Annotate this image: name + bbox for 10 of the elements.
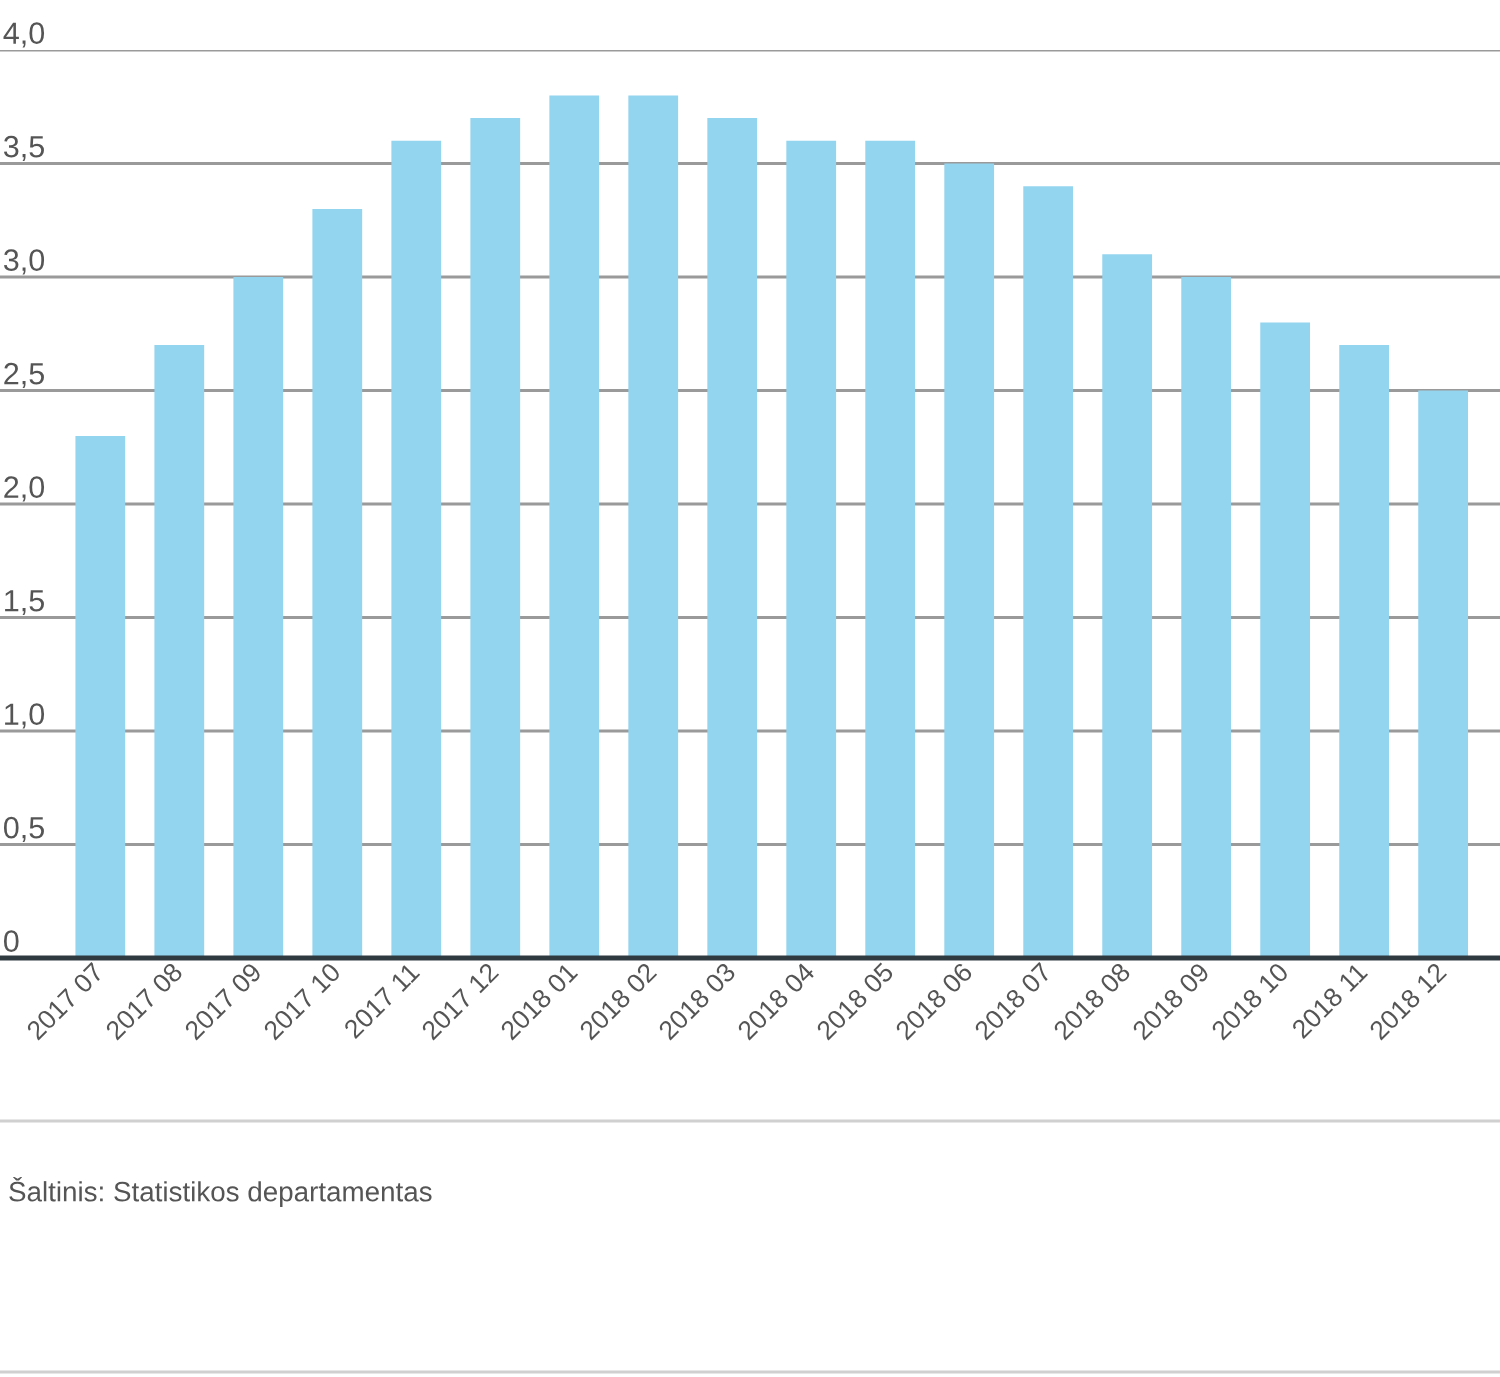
y-tick-label: 3,0 bbox=[3, 249, 45, 275]
y-tick-label: 0,5 bbox=[3, 816, 44, 843]
y-tick-label: 2,0 bbox=[4, 476, 45, 502]
y-tick-label: 1,0 bbox=[5, 703, 45, 729]
y-tick-label: 2,5 bbox=[4, 362, 44, 389]
text: Šaltinis: Statistikos departamentas bbox=[9, 1176, 432, 1208]
y-tick-label: 1,5 bbox=[5, 590, 44, 616]
y-tick-label: 3,5 bbox=[3, 135, 44, 162]
y-tick-label: 0 bbox=[3, 930, 19, 952]
y-tick-label: 4,0 bbox=[3, 22, 45, 48]
